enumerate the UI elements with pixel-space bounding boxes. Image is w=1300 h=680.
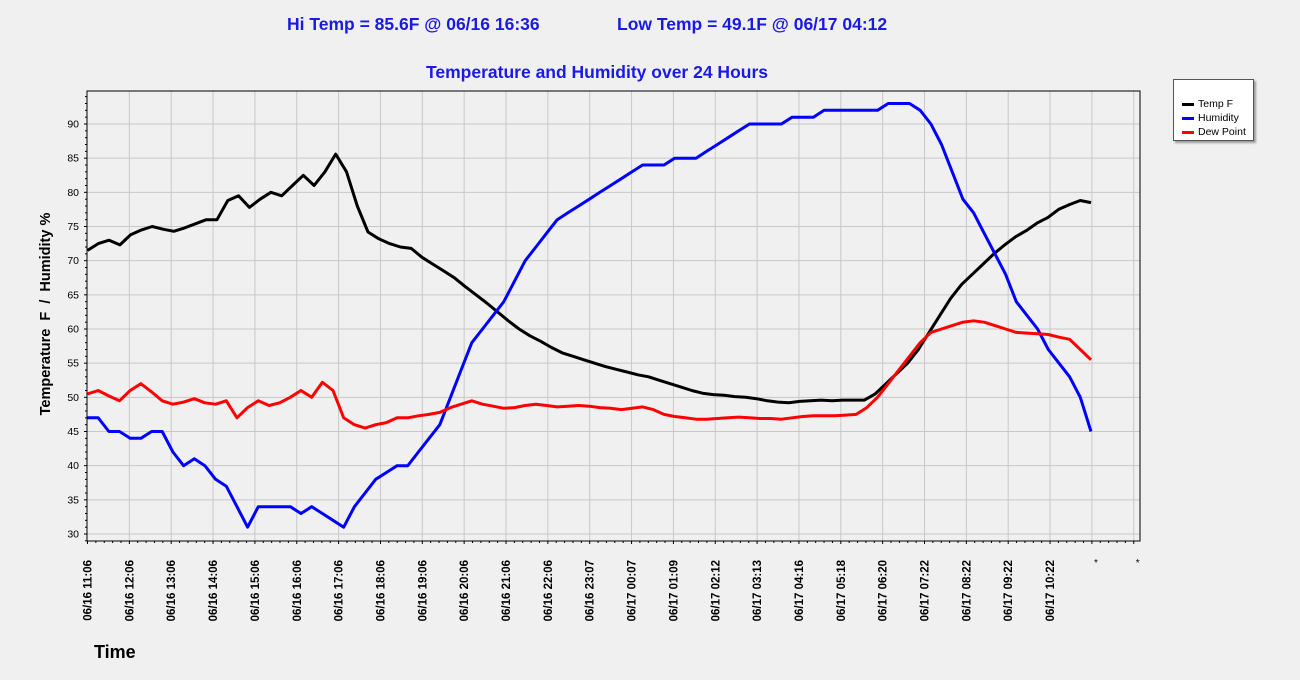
x-tick-label: 06/17 04:16 [794,560,806,621]
x-axis-label: Time [94,642,136,662]
x-tick-label: 06/17 01:09 [668,560,680,621]
y-tick-label: 55 [67,358,79,370]
x-tick-label: 06/17 06:20 [878,560,890,621]
y-tick-label: 85 [67,153,79,165]
x-tick-label: * [1136,558,1140,569]
legend-item-dewpoint: Dew Point [1174,125,1253,139]
x-tick-label: 06/16 21:06 [501,560,513,621]
grid-lines [87,91,1140,541]
x-tick-label: 06/17 08:22 [961,560,973,621]
x-tick-label: 06/16 20:06 [459,560,471,621]
series-line-dew-point [87,319,1093,430]
x-tick-label: 06/16 18:06 [375,560,387,621]
hi-temp-label: Hi Temp = 85.6F @ 06/16 16:36 [287,14,540,34]
y-axis-label: Temperature F / Humidity % [38,212,54,416]
y-tick-label: 30 [67,529,79,541]
x-tick-label: 06/16 15:06 [250,560,262,621]
chart-legend: Temp F Humidity Dew Point [1173,79,1254,141]
legend-label-humidity: Humidity [1198,112,1239,124]
y-tick-label: 70 [67,255,79,267]
x-tick-label: 06/17 02:12 [710,560,722,621]
x-tick-label: 06/16 16:06 [292,560,304,621]
x-tick-label: 06/17 07:22 [920,560,932,621]
y-tick-label: 60 [67,324,79,336]
x-tick-label: 06/17 03:13 [752,560,764,621]
y-tick-label: 65 [67,289,79,301]
y-tick-label: 35 [67,494,79,506]
legend-label-dewpoint: Dew Point [1198,126,1246,138]
legend-swatch-dewpoint [1182,130,1194,134]
x-tick-label: 06/16 12:06 [124,560,136,621]
legend-swatch-humidity [1182,116,1194,120]
y-tick-label: 50 [67,392,79,404]
axes: 30 35 40 45 50 55 60 65 70 75 80 85 90 06/16 11:06 06/… [67,96,1140,621]
low-temp-label: Low Temp = 49.1F @ 06/17 04:12 [617,14,888,34]
legend-item-humidity: Humidity [1174,111,1253,125]
y-tick-label: 75 [67,221,79,233]
x-tick-label: 06/17 10:22 [1045,560,1057,621]
y-tick-label: 90 [67,119,79,131]
x-tick-label: 06/16 11:06 [83,560,95,621]
chart-title: Temperature and Humidity over 24 Hours [426,62,768,82]
y-tick-label: 45 [67,426,79,438]
x-tick-label: 06/16 17:06 [334,560,346,621]
x-tick-label: 06/16 23:07 [585,560,597,621]
legend-item-temp: Temp F [1174,97,1253,111]
series-lines [86,102,1093,529]
x-tick-label: 06/16 19:06 [417,560,429,621]
legend-label-temp: Temp F [1198,98,1234,110]
legend-swatch-temp [1182,102,1194,106]
x-tick-label: 06/17 09:22 [1003,560,1015,621]
y-tick-label: 80 [67,187,79,199]
y-tick-label: 40 [67,460,79,472]
x-tick-label: 06/17 00:07 [627,560,639,621]
plot-frame [86,90,1141,542]
x-tick-label: 06/16 13:06 [166,560,178,621]
x-tick-label: 06/16 22:06 [543,560,555,621]
x-tick-label: * [1094,558,1098,569]
x-tick-label: 06/16 14:06 [208,560,220,621]
x-tick-label: 06/17 05:18 [836,559,848,621]
series-line-humidity [87,102,1093,529]
